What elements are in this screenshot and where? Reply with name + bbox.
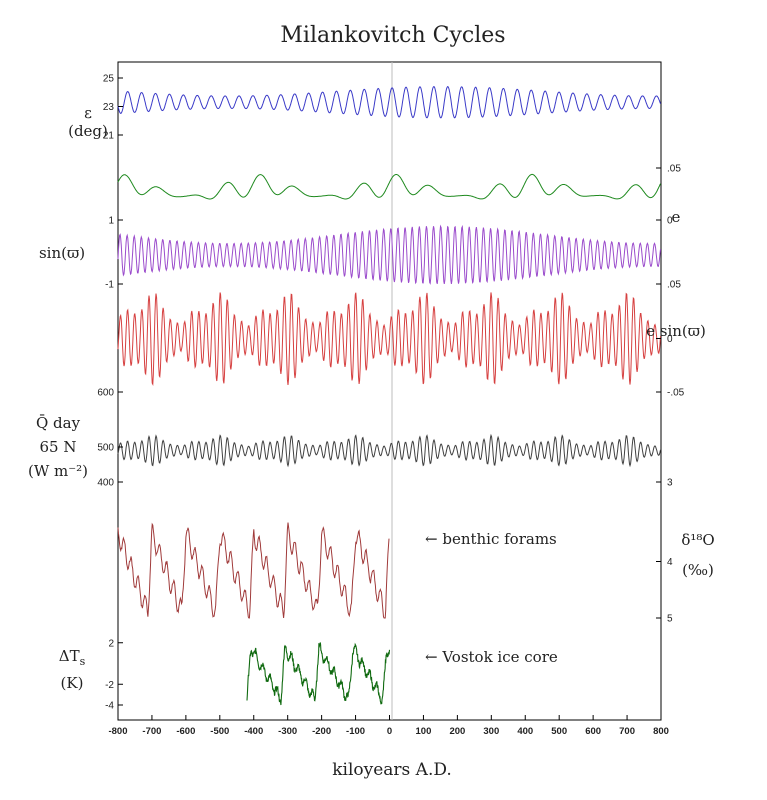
panel-label-vostok: ΔTs <box>59 647 86 668</box>
y-tick-label-left: 1 <box>108 216 114 227</box>
x-tick-label: 0 <box>387 726 392 737</box>
chart-title: Milankovitch Cycles <box>280 23 505 48</box>
y-tick-label-right: .05 <box>667 280 681 291</box>
panel-label-precession-index: e sin(ϖ) <box>646 322 706 340</box>
y-tick-label-left: 23 <box>103 102 115 113</box>
series-eccentricity <box>117 173 661 200</box>
panel-label-insolation: (W m⁻²) <box>28 462 88 480</box>
x-tick-label: -800 <box>108 726 127 737</box>
panel-label-benthic: δ¹⁸O <box>681 531 714 549</box>
x-tick-label: 500 <box>551 726 567 737</box>
x-tick-label: 100 <box>416 726 432 737</box>
y-tick-label-left: 500 <box>97 443 114 454</box>
x-tick-label: -500 <box>210 726 229 737</box>
series-insolation <box>117 433 661 468</box>
x-tick-label: 400 <box>517 726 533 737</box>
y-tick-label-left: 400 <box>97 478 114 489</box>
x-axis: -800 -700 -600 -500 -400 -300 -200 -100 0 100 200 3… <box>108 715 669 737</box>
plot-frame <box>117 61 662 721</box>
y-tick-label-right: 4 <box>667 557 673 568</box>
x-tick-label: -400 <box>244 726 263 737</box>
y-tick-label-right: -.05 <box>667 388 685 399</box>
x-tick-label: 600 <box>585 726 601 737</box>
x-tick-label: 300 <box>483 726 499 737</box>
y-tick-label-left: -4 <box>105 701 114 712</box>
x-tick-label: -300 <box>278 726 297 737</box>
series-precession-index <box>117 292 661 386</box>
y-tick-label-left: -1 <box>105 280 114 291</box>
series-vostok <box>246 642 391 706</box>
y-tick-label-left: 2 <box>108 638 114 649</box>
x-axis-label: kiloyears A.D. <box>332 760 452 780</box>
y-tick-label-right: 0 <box>667 216 673 227</box>
y-tick-label-left: 25 <box>103 74 115 85</box>
series-benthic <box>117 522 390 619</box>
y-tick-label-left: 21 <box>103 131 115 142</box>
x-tick-label: -100 <box>346 726 365 737</box>
x-tick-label: -700 <box>142 726 161 737</box>
panel-label-benthic: (‰) <box>682 561 714 579</box>
y-tick-label-right: 3 <box>667 478 673 489</box>
y-tick-label-right: 0 <box>667 334 673 345</box>
y-tick-label-right: .05 <box>667 164 681 175</box>
panel-label-insolation: 65 N <box>40 438 77 456</box>
panel-label-insolation: Q̄ day <box>36 414 81 432</box>
series-precession-sine <box>117 224 661 285</box>
annotation-vostok: ← Vostok ice core <box>425 648 558 666</box>
panel-label-obliquity: (deg) <box>68 122 108 140</box>
x-tick-label: -200 <box>312 726 331 737</box>
panel-label-obliquity: ε <box>84 104 92 122</box>
x-tick-label: -600 <box>176 726 195 737</box>
panel-label-vostok: (K) <box>61 674 84 692</box>
x-tick-label: 700 <box>619 726 635 737</box>
y-tick-label-right: 5 <box>667 614 673 625</box>
panel-label-precession-sine: sin(ϖ) <box>39 244 85 262</box>
panel-label-eccentricity: e <box>672 208 681 226</box>
y-tick-label-left: -2 <box>105 680 114 691</box>
x-tick-label: 800 <box>653 726 669 737</box>
y-tick-label-left: 600 <box>97 388 114 399</box>
x-tick-label: 200 <box>449 726 465 737</box>
series-obliquity <box>117 85 661 119</box>
annotation-benthic: ← benthic forams <box>425 530 557 548</box>
